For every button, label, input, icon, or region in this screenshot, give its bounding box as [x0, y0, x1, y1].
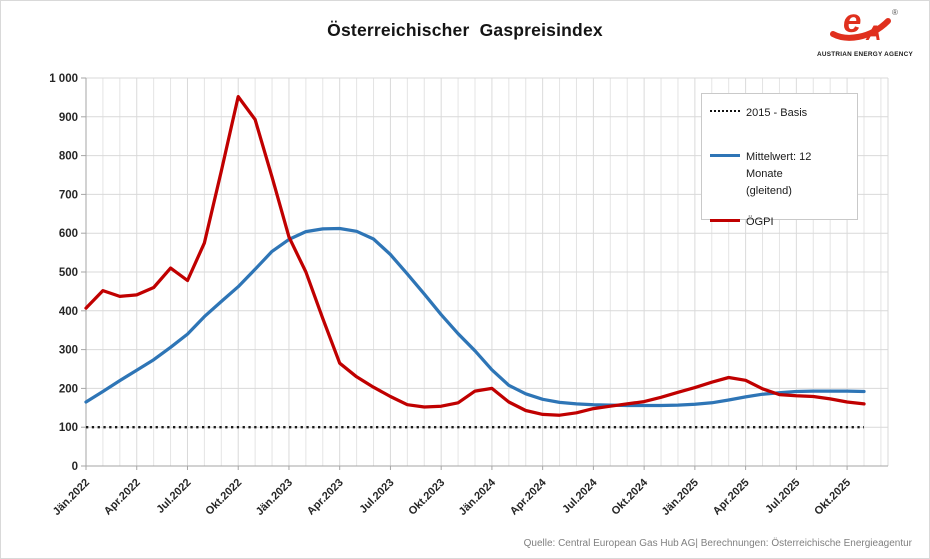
- svg-text:A: A: [865, 22, 881, 45]
- legend-item-mittelwert: Mittelwert: 12 Monate (gleitend): [710, 149, 851, 200]
- y-tick-label: 400: [59, 306, 78, 318]
- legend-item-basis: 2015 - Basis: [710, 105, 851, 122]
- x-tick-label: Jän.2022: [51, 477, 92, 518]
- x-tick-label: Jän.2025: [660, 477, 701, 518]
- legend-mittelwert-label: Mittelwert: 12 Monate (gleitend): [746, 151, 812, 198]
- y-tick-label: 700: [59, 189, 78, 201]
- x-tick-label: Apr.2022: [102, 477, 143, 518]
- x-tick-label: Apr.2024: [508, 476, 550, 518]
- agency-logo: e A ® AUSTRIAN ENERGY AGENCY: [813, 2, 917, 58]
- series-mittelwert: [84, 226, 866, 408]
- y-tick-label: 500: [59, 267, 78, 279]
- legend-item-oegpi: ÖGPI: [710, 214, 851, 231]
- x-tick-label: Okt.2024: [609, 476, 651, 518]
- x-tick-label: Jul.2025: [763, 477, 802, 516]
- registered-mark: ®: [892, 8, 898, 17]
- x-tick-label: Apr.2025: [711, 477, 752, 518]
- chart-legend: 2015 - Basis Mittelwert: 12 Monate (glei…: [701, 93, 858, 228]
- x-tick-label: Apr.2023: [305, 477, 346, 518]
- y-tick-label: 0: [72, 461, 78, 473]
- x-tick-label: Jän.2024: [457, 476, 499, 518]
- x-tick-label: Jul.2023: [357, 477, 396, 516]
- legend-basis-label: 2015 - Basis: [746, 107, 808, 119]
- x-tick-label: Okt.2022: [203, 477, 244, 518]
- mittelwert-line-sample: [710, 154, 740, 158]
- y-tick-label: 1 000: [49, 73, 78, 85]
- legend-oegpi-label: ÖGPI: [746, 216, 774, 229]
- source-note: Quelle: Central European Gas Hub AG| Ber…: [523, 538, 912, 549]
- y-tick-label: 800: [59, 151, 78, 163]
- y-tick-label: 300: [59, 345, 78, 357]
- x-tick-label: Jul.2024: [560, 476, 600, 516]
- y-tick-label: 900: [59, 112, 78, 124]
- basis-line-sample: [710, 110, 740, 112]
- x-tick-label: Okt.2025: [812, 477, 853, 518]
- x-tick-label: Jul.2022: [154, 477, 193, 516]
- y-tick-label: 100: [59, 422, 78, 434]
- series-oegpi: [84, 94, 866, 417]
- chart-title: Österreichischer Gaspreisindex: [327, 20, 603, 40]
- oegpi-line-sample: [710, 219, 740, 223]
- y-tick-label: 200: [59, 383, 78, 395]
- x-tick-label: Okt.2023: [406, 477, 447, 518]
- x-tick-label: Jän.2023: [254, 477, 295, 518]
- svg-text:e: e: [843, 5, 861, 39]
- logo-caption: AUSTRIAN ENERGY AGENCY: [816, 51, 914, 58]
- x-axis-labels: Jän.2022 Apr.2022 Jul.2022 Okt.2022 Jän.2023…: [51, 476, 853, 518]
- y-tick-label: 600: [59, 228, 78, 240]
- series-lines: [84, 94, 866, 429]
- y-axis-labels: 0 100 200 300 400 500 600 700 800 900 1 000: [49, 73, 78, 473]
- energy-agency-logo-icon: e A ®: [830, 2, 898, 45]
